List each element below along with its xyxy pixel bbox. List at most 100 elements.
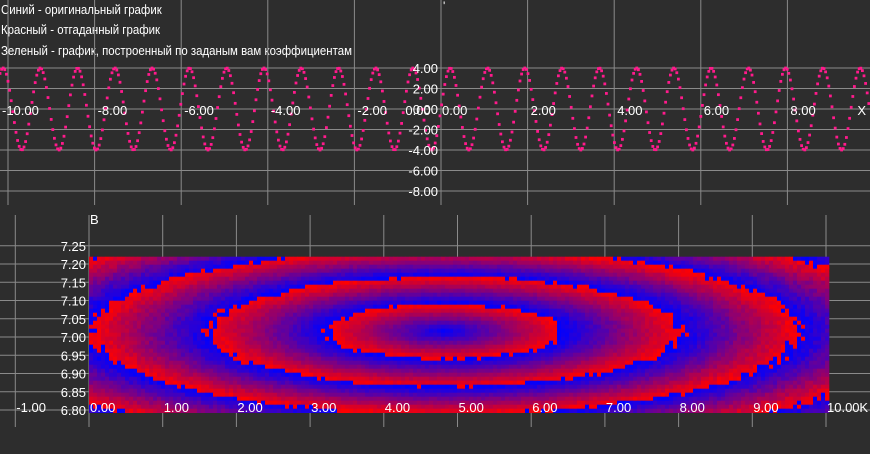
signal-point [97,143,101,147]
surface-cell [101,324,106,329]
signal-point [345,103,349,107]
surface-cell [689,332,694,337]
surface-cell [285,332,290,337]
surface-cell [653,268,658,273]
y-tick-label: 4.00 [413,61,438,76]
surface-cell [257,276,262,281]
surface-cell [789,296,794,301]
surface-cell [121,268,126,273]
signal-point [675,71,679,75]
surface-cell [181,300,186,305]
surface-cell [773,268,778,273]
surface-cell [189,304,194,309]
surface-cell [801,292,806,297]
signal-point [697,125,701,129]
surface-cell [645,304,650,309]
surface-cell [157,280,162,285]
surface-cell [377,336,382,341]
surface-cell [449,280,454,285]
surface-cell [309,312,314,317]
surface-cell [409,292,414,297]
surface-cell [257,332,262,337]
surface-cell [657,344,662,349]
surface-cell [253,300,258,305]
signal-point [232,91,235,95]
signal-point [837,142,840,146]
surface-cell [381,296,386,301]
surface-cell [585,260,590,265]
surface-cell [477,312,482,317]
surface-cell [109,348,114,353]
surface-cell [145,292,150,297]
surface-cell [213,280,218,285]
surface-cell [613,292,618,297]
signal-point [249,130,253,133]
surface-cell [749,272,754,277]
surface-cell [421,296,426,301]
surface-cell [97,304,102,309]
surface-cell [801,336,806,341]
surface-cell [789,308,794,313]
surface-cell [141,348,146,353]
surface-cell [569,280,574,285]
surface-cell [105,324,110,329]
signal-point [451,70,455,73]
signal-point [865,91,869,95]
surface-cell [453,336,458,341]
surface-cell [645,284,650,289]
surface-cell [253,312,258,317]
surface-cell [629,260,634,265]
surface-cell [661,256,666,261]
surface-cell [805,284,810,289]
surface-cell [525,276,530,281]
signal-point [470,143,474,147]
surface-cell [713,284,718,289]
signal-point [246,144,250,148]
surface-cell [229,256,234,261]
surface-cell [385,296,390,301]
surface-cell [609,320,614,325]
surface-cell [753,300,758,305]
surface-cell [593,272,598,277]
surface-cell [761,344,766,349]
surface-cell [317,328,322,333]
surface-cell [449,272,454,277]
surface-cell [361,288,366,293]
surface-cell [353,324,358,329]
surface-cell [209,348,214,353]
surface-cell [177,344,182,349]
surface-cell [489,268,494,273]
surface-cell [761,256,766,261]
signal-point [145,80,149,83]
surface-cell [353,300,358,305]
surface-cell [209,292,214,297]
surface-cell [349,284,354,289]
surface-cell [649,320,654,325]
surface-cell [581,284,586,289]
signal-point [745,67,749,71]
surface-cell [433,348,438,353]
surface-cell [257,320,262,325]
surface-cell [525,348,530,353]
surface-cell [253,324,258,329]
surface-cell [293,264,298,269]
surface-cell [545,316,550,321]
surface-cell [165,304,170,309]
surface-cell [701,284,706,289]
surface-cell [801,308,806,313]
surface-cell [301,260,306,265]
surface-cell [689,340,694,345]
surface-cell [209,316,214,321]
surface-cell [553,256,558,261]
signal-point [685,128,688,132]
surface-cell [137,296,142,301]
surface-cell [757,264,762,269]
signal-point [409,68,413,72]
surface-cell [333,312,338,317]
surface-cell [745,256,750,261]
surface-cell [521,316,526,321]
surface-cell [581,260,586,265]
signal-point [299,66,303,70]
surface-cell [457,332,462,337]
surface-cell [557,300,562,305]
